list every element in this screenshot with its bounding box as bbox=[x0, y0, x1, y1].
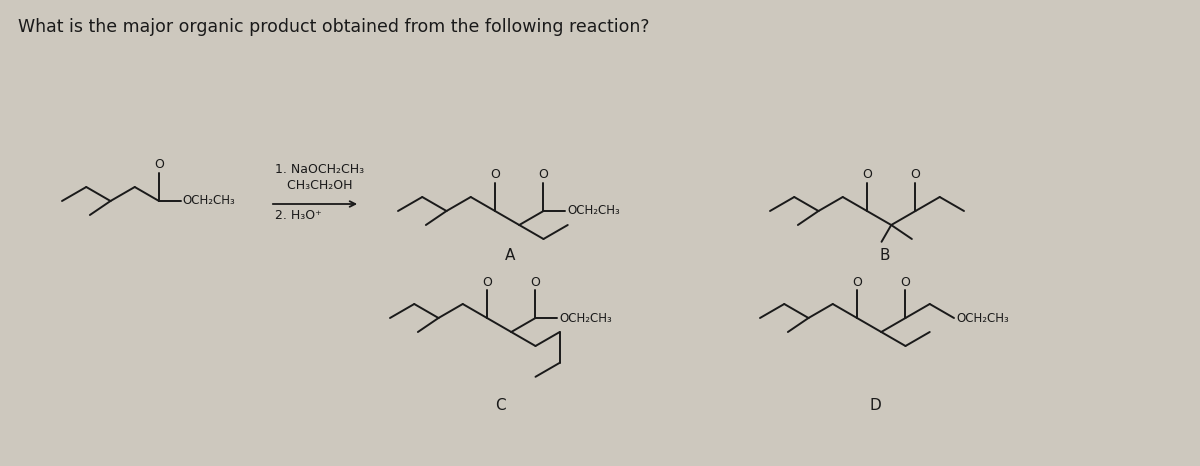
Text: O: O bbox=[482, 275, 492, 288]
Text: O: O bbox=[530, 275, 540, 288]
Text: O: O bbox=[911, 169, 920, 181]
Text: C: C bbox=[494, 398, 505, 413]
Text: OCH₂CH₃: OCH₂CH₃ bbox=[568, 205, 620, 218]
Text: O: O bbox=[154, 158, 164, 171]
Text: OCH₂CH₃: OCH₂CH₃ bbox=[956, 311, 1009, 324]
Text: What is the major organic product obtained from the following reaction?: What is the major organic product obtain… bbox=[18, 18, 649, 36]
Text: O: O bbox=[862, 169, 872, 181]
Text: D: D bbox=[869, 398, 881, 413]
Text: OCH₂CH₃: OCH₂CH₃ bbox=[182, 194, 235, 207]
Text: 2. H₃O⁺: 2. H₃O⁺ bbox=[275, 209, 322, 222]
Text: B: B bbox=[880, 248, 890, 263]
Text: OCH₂CH₃: OCH₂CH₃ bbox=[559, 311, 612, 324]
Text: O: O bbox=[852, 275, 862, 288]
Text: O: O bbox=[490, 169, 500, 181]
Text: A: A bbox=[505, 248, 515, 263]
Text: 1. NaOCH₂CH₃: 1. NaOCH₂CH₃ bbox=[275, 163, 364, 176]
Text: O: O bbox=[539, 169, 548, 181]
Text: O: O bbox=[900, 275, 911, 288]
Text: CH₃CH₂OH: CH₃CH₂OH bbox=[275, 179, 353, 192]
